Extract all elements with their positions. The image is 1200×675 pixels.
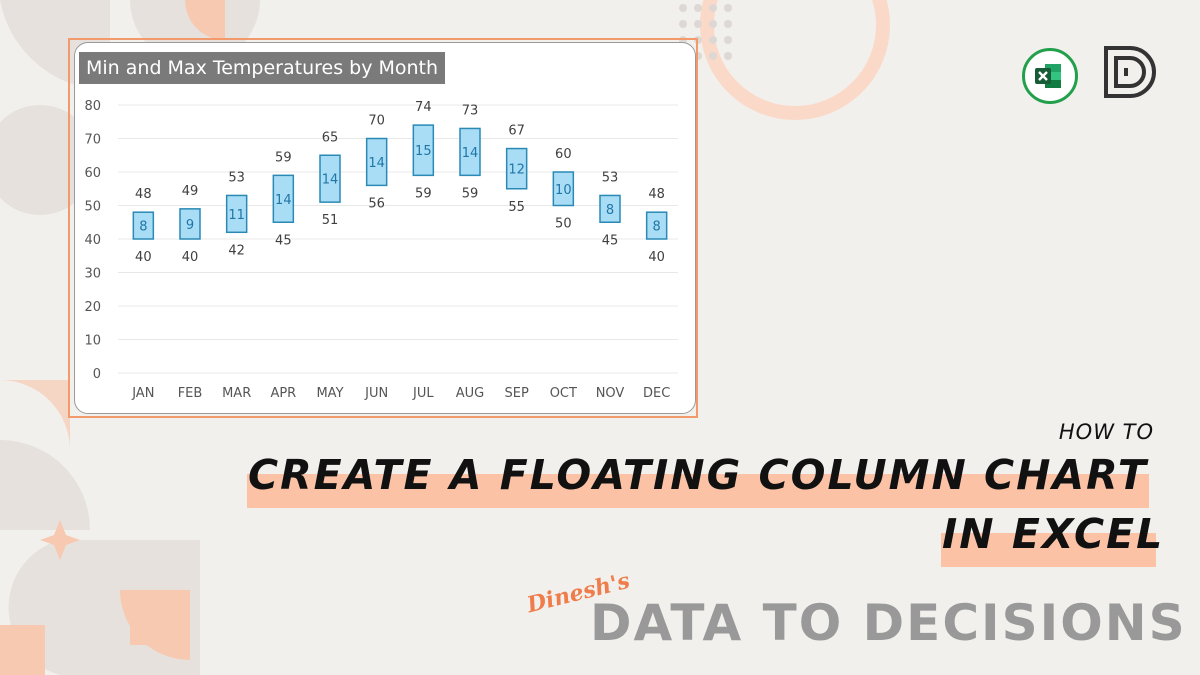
headline-line-1: CREATE A FLOATING COLUMN CHART (248, 451, 1148, 499)
excel-logo-icon (1022, 48, 1078, 104)
how-to-label: HOW TO (1058, 420, 1154, 444)
d-letter-logo-icon (1104, 46, 1156, 98)
brand-title: DATA TO DECISIONS (590, 594, 1187, 652)
headline-highlight-2 (941, 533, 1156, 567)
chart-area[interactable] (74, 42, 696, 414)
headline-highlight-1 (247, 474, 1149, 508)
chart-selection-frame (68, 38, 698, 418)
headline-line-2: IN EXCEL (942, 510, 1165, 558)
chart-title: Min and Max Temperatures by Month (79, 52, 446, 84)
